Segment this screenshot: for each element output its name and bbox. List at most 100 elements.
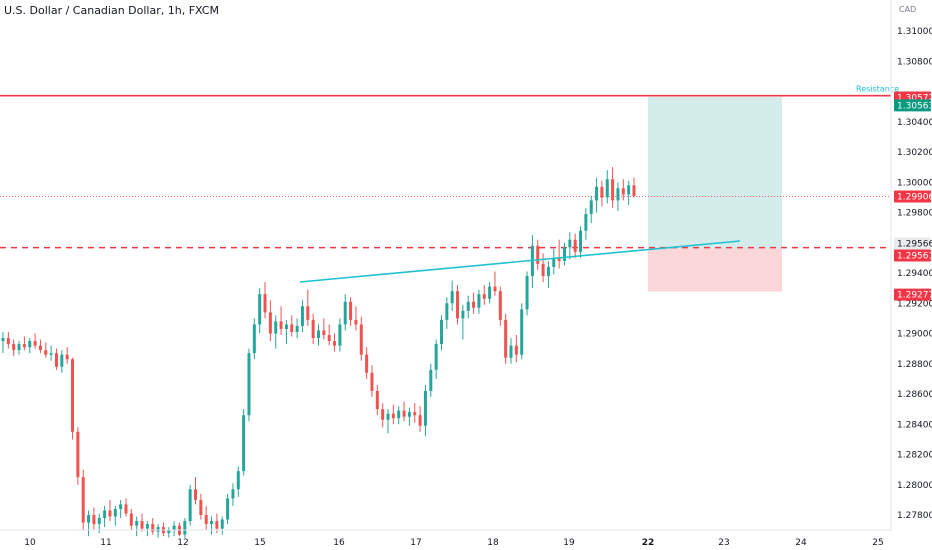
x-tick-label: 19 [563,538,575,548]
candle-body [605,179,609,198]
candle-body [76,431,80,478]
candle-body [274,321,278,334]
candle-body [359,324,363,355]
candle-body [210,521,214,525]
candle-body [247,353,251,416]
candle-body [504,319,508,358]
candle-body [38,345,42,351]
candle-body [306,306,310,320]
candle-body [322,330,326,336]
candle-body [562,247,566,261]
candle-body [632,185,636,196]
candle-body [172,525,176,531]
y-tick-label: 1.31000 [897,27,932,37]
candle-body [514,345,518,355]
candle-body [472,301,476,308]
trendline-price-tag-bg [894,237,931,250]
x-tick-label: 24 [795,538,807,548]
candle-body [600,186,604,198]
candle-body [124,504,128,514]
y-tick-label: 1.29800 [897,209,932,219]
candle-body [434,344,438,370]
candle-body [595,186,599,201]
candle-body [242,415,246,472]
last-price-tag-bg [894,190,931,203]
candle-body [44,350,48,355]
trendline-price-tag: 1.29566 [897,239,932,249]
y-tick-label: 1.28600 [897,390,932,400]
candle-body [423,390,427,426]
candle-body [6,338,10,345]
candle-body [33,341,37,346]
candle-body [456,291,460,319]
candle-body [573,239,577,252]
entry-price-tag-bg [894,249,931,262]
candle-body [226,498,230,520]
candle-body [413,412,417,416]
candle-body [49,353,53,355]
candle-body [333,341,337,346]
x-tick-label: 15 [254,538,265,548]
y-tick-label: 1.29200 [897,299,932,309]
candle-body [183,521,187,535]
candle-body [343,301,347,325]
candle-body [546,266,550,277]
candle-body [199,499,203,515]
y-tick-label: 1.30000 [897,178,932,188]
currency-label: CAD [899,5,916,14]
candle-body [215,521,219,529]
candle-body [194,489,198,500]
x-tick-label: 12 [177,538,188,548]
candle-body [354,319,358,325]
candle-body [119,504,123,509]
candle-body [311,319,315,339]
y-tick-label: 1.27800 [897,511,932,521]
x-tick-label: 16 [333,538,345,548]
stop-loss-price-tag-bg [894,288,931,301]
candle-body [231,489,235,499]
x-tick-label: 17 [410,538,421,548]
stop-loss-price-tag: 1.29277 [897,291,932,301]
candle-body [103,510,107,519]
candle-body [397,410,401,419]
candle-body [349,301,353,320]
candle-body [579,230,583,252]
candle-body [263,294,267,313]
candle-body [71,359,75,432]
candle-body [429,369,433,391]
candle-body [284,324,288,329]
entry-price-tag: 1.29561 [897,251,932,261]
candle-body [365,354,369,373]
candle-body [236,471,240,490]
x-tick-label: 22 [642,538,655,548]
candle-body [418,415,422,426]
y-tick-label: 1.29000 [897,330,932,340]
candle-body [129,513,133,526]
x-tick-label: 25 [872,538,883,548]
candle-body [498,291,502,320]
candle-body [520,309,524,355]
candle-body [135,521,139,526]
candle-body [151,524,155,532]
candle-body [338,324,342,346]
y-tick-label: 1.28200 [897,451,932,461]
candle-body [17,344,21,351]
candle-body [391,413,395,419]
candle-body [54,353,58,367]
candle-body [488,286,492,299]
candle-body [65,354,69,360]
candle-body [477,294,481,308]
candle-body [621,188,625,195]
resistance-label: Resistance [856,85,899,94]
candle-body [279,321,283,329]
x-tick-label: 11 [100,538,111,548]
candle-body [525,276,529,310]
candle-body [22,344,26,348]
x-tick-label: 23 [718,538,729,548]
y-tick-label: 1.30800 [897,57,932,67]
candle-body [541,263,545,277]
candle-body [627,185,631,195]
chart-title: U.S. Dollar / Canadian Dollar, 1h, FXCM [4,4,219,17]
candle-body [552,257,556,267]
